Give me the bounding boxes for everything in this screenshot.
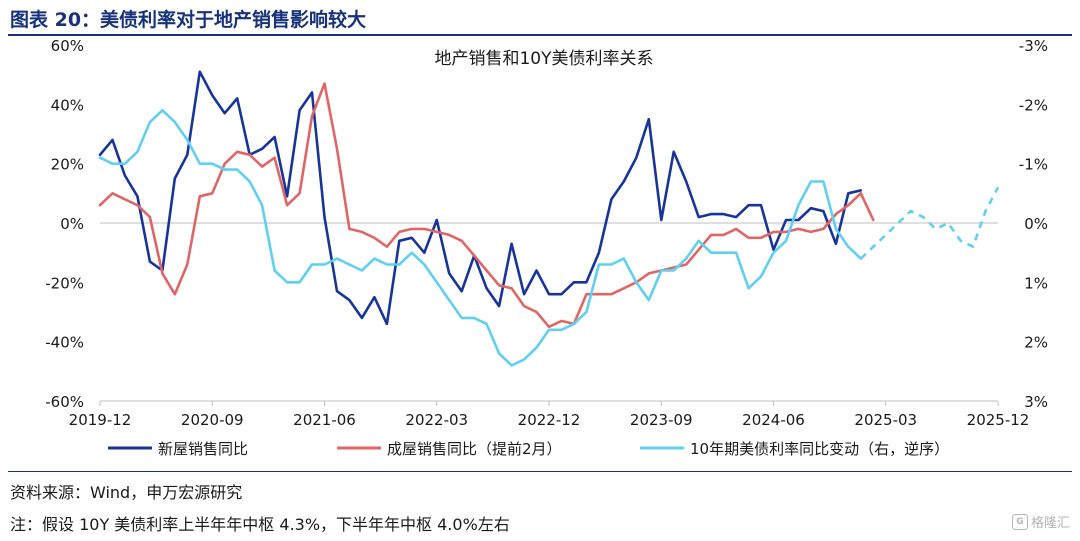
series-line [98, 70, 863, 326]
y-left-tick-label: -20% [45, 274, 84, 292]
x-tick-label: 2021-06 [293, 411, 356, 429]
y-left-tick-label: -60% [45, 393, 84, 411]
watermark-logo-icon: G [1011, 513, 1028, 530]
page-title: 图表 20：美债利率对于地产销售影响较大 [10, 9, 367, 31]
chart-legend: 新屋销售同比 成屋销售同比（提前2月） 10年期美债利率同比变动（右，逆序） [108, 440, 949, 458]
y-left-tick-label: 0% [60, 215, 84, 233]
x-tick-label: 2023-09 [630, 411, 693, 429]
y-right-tick-label: 2% [1024, 334, 1048, 352]
y-right-tick-label: -3% [1019, 37, 1048, 55]
x-tick-label: 2025-03 [854, 411, 917, 429]
y-right-tick-label: 0% [1024, 215, 1048, 233]
chart-title: 地产销售和10Y美债利率关系 [434, 49, 653, 69]
watermark-text: 格隆汇 [1030, 516, 1070, 531]
x-tick-label: 2022-12 [518, 411, 581, 429]
watermark: G 格隆汇 [1011, 512, 1070, 531]
x-tick-label: 2020-09 [181, 411, 244, 429]
y-right-tick-label: -1% [1019, 156, 1048, 174]
x-tick-label: 2024-06 [742, 411, 805, 429]
x-tick-label: 2025-12 [967, 411, 1030, 429]
x-tick-label: 2022-03 [405, 411, 468, 429]
x-tick-label: 2019-12 [69, 411, 132, 429]
series-line [98, 109, 863, 367]
y-left-tick-label: 60% [51, 37, 84, 55]
header-divider [8, 34, 1072, 36]
assumption-note: 注：假设 10Y 美债利率上半年年中枢 4.3%，下半年年中枢 4.0%左右 [10, 515, 510, 534]
y-left-tick-label: 20% [51, 156, 84, 174]
legend-label: 新屋销售同比 [158, 440, 248, 458]
source-note: 资料来源：Wind，申万宏源研究 [10, 483, 243, 502]
series-line [98, 82, 875, 329]
series-line-forecast [859, 186, 1000, 260]
y-left-tick-label: -40% [45, 334, 84, 352]
line-chart: 地产销售和10Y美债利率关系 60% 40% 20% 0% -20% -40% -60% -3… [45, 37, 1048, 458]
chart-axes: 60% 40% 20% 0% -20% -40% -60% -3% -2% -1% 0% 1% 2% 3%… [45, 37, 1048, 429]
footer-divider [8, 471, 1072, 472]
y-left-tick-label: 40% [51, 96, 84, 114]
y-right-tick-label: 1% [1024, 274, 1048, 292]
legend-label: 成屋销售同比（提前2月） [387, 440, 562, 458]
y-right-tick-label: 3% [1024, 393, 1048, 411]
chart-series [98, 70, 1000, 367]
legend-label: 10年期美债利率同比变动（右，逆序） [690, 440, 949, 458]
y-right-tick-label: -2% [1019, 96, 1048, 114]
